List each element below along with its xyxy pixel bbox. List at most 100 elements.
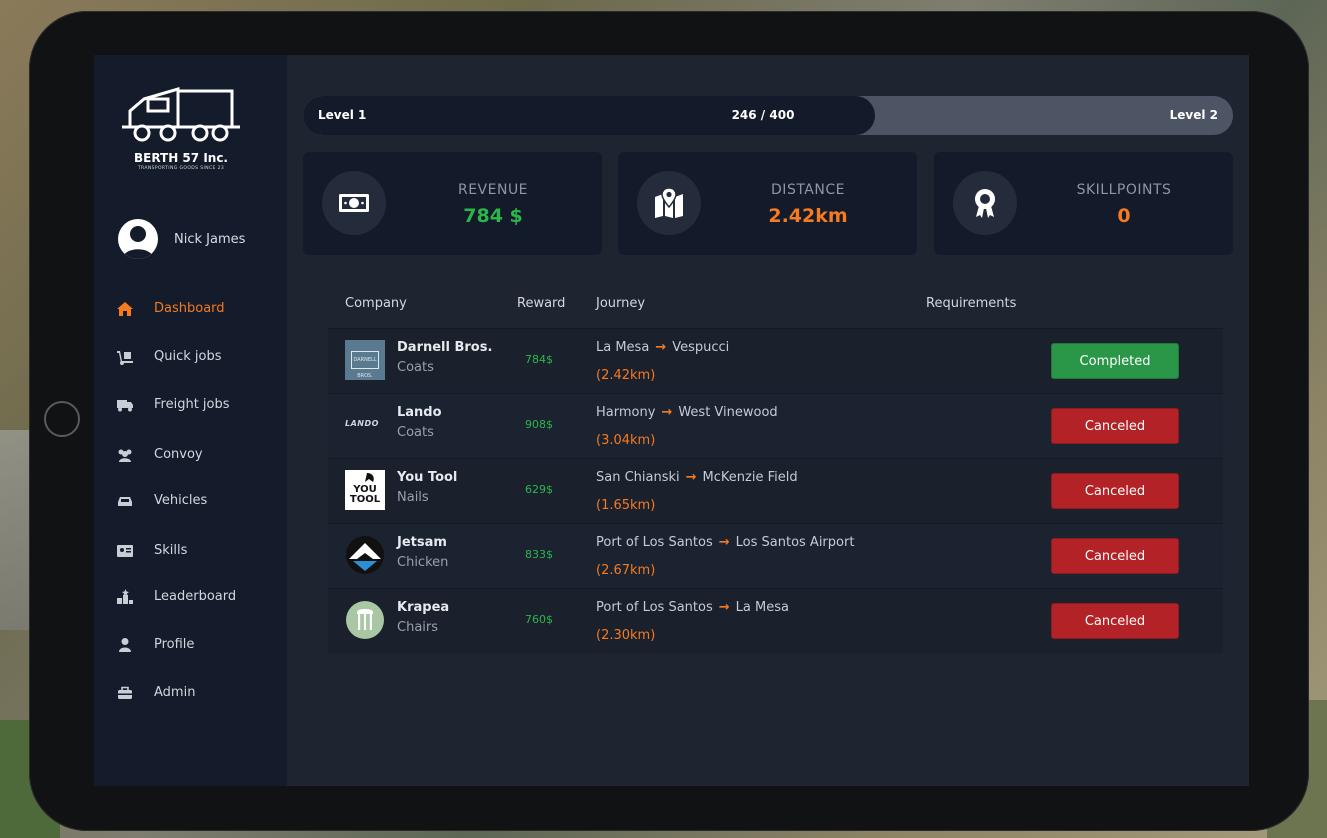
cargo-type: Nails xyxy=(397,490,429,505)
table-row: DARNELL BROS. Darnell Bros. Coats 784$ L… xyxy=(328,328,1223,393)
journey-distance: (2.67km) xyxy=(596,563,656,578)
cargo-type: Coats xyxy=(397,425,434,440)
column-header-requirements: Requirements xyxy=(926,296,1017,311)
arrow-right-icon: → xyxy=(718,600,730,615)
sidebar-item-admin[interactable]: Admin xyxy=(116,681,276,705)
sidebar-item-label: Admin xyxy=(154,685,196,700)
sidebar-item-label: Dashboard xyxy=(154,301,225,316)
arrow-right-icon: → xyxy=(661,405,673,420)
truck-icon xyxy=(117,400,133,412)
sidebar-item-label: Vehicles xyxy=(154,493,208,508)
map-icon xyxy=(655,187,683,218)
journey-from: Port of Los Santos xyxy=(596,600,713,615)
journey-route: La Mesa → Vespucci xyxy=(596,340,729,355)
status-canceled-button[interactable]: Canceled xyxy=(1051,538,1179,574)
journey-distance: (2.42km) xyxy=(596,368,656,383)
status-canceled-button[interactable]: Canceled xyxy=(1051,603,1179,639)
arrow-right-icon: → xyxy=(655,340,667,355)
company-name: Lando xyxy=(397,405,442,420)
sidebar-item-skills[interactable]: Skills xyxy=(116,539,276,563)
hand-truck-icon xyxy=(117,351,133,365)
reward-value: 784$ xyxy=(525,353,553,366)
cargo-type: Coats xyxy=(397,360,434,375)
table-row: Jetsam Chicken 833$ Port of Los Santos → L… xyxy=(328,523,1223,588)
money-icon xyxy=(339,194,369,212)
reward-value: 760$ xyxy=(525,613,553,626)
sidebar-item-vehicles[interactable]: Vehicles xyxy=(116,489,276,513)
cargo-type: Chairs xyxy=(397,620,439,635)
user-profile: Nick James xyxy=(118,219,278,259)
sidebar-item-leaderboard[interactable]: Leaderboard xyxy=(116,585,276,609)
journey-to: Vespucci xyxy=(672,340,730,355)
skillpoints-icon-circle xyxy=(953,171,1017,235)
journey-distance: (2.30km) xyxy=(596,628,656,643)
sidebar-item-label: Quick jobs xyxy=(154,349,222,364)
company-name: You Tool xyxy=(397,470,458,485)
level-progress-text: 246 / 400 xyxy=(731,108,795,122)
truck-logo-icon xyxy=(122,86,240,142)
column-header-company: Company xyxy=(345,296,407,311)
sidebar-item-freight-jobs[interactable]: Freight jobs xyxy=(116,393,276,417)
journey-route: Harmony → West Vinewood xyxy=(596,405,778,420)
skillpoints-card: SKILLPOINTS 0 xyxy=(934,152,1233,255)
tablet-home-button[interactable] xyxy=(44,401,80,437)
award-icon xyxy=(975,189,995,218)
status-canceled-button[interactable]: Canceled xyxy=(1051,408,1179,444)
jetsam-logo xyxy=(345,535,385,575)
distance-card: DISTANCE 2.42km xyxy=(618,152,917,255)
brand-name: BERTH 57 Inc. xyxy=(133,151,228,165)
table-row: Krapea Chairs 760$ Port of Los Santos → La… xyxy=(328,588,1223,653)
arrow-right-icon: → xyxy=(685,470,697,485)
sidebar-item-dashboard[interactable]: Dashboard xyxy=(116,297,276,321)
table-row: YOU TOOL You Tool Nails 629$ San Chiansk… xyxy=(328,458,1223,523)
next-level-label: Level 2 xyxy=(1169,108,1218,122)
column-header-reward: Reward xyxy=(517,296,566,311)
journey-from: Port of Los Santos xyxy=(596,535,713,550)
company-logo: BERTH 57 Inc. TRANSPORTING GOODS SINCE 2… xyxy=(116,85,246,173)
you-tool-logo: YOU TOOL xyxy=(345,470,385,510)
sidebar-item-label: Profile xyxy=(154,637,195,652)
tablet-frame: BERTH 57 Inc. TRANSPORTING GOODS SINCE 2… xyxy=(29,11,1309,831)
skillpoints-value: 0 xyxy=(1117,205,1131,227)
darnell-bros-logo: DARNELL BROS. xyxy=(345,340,385,380)
company-name: Krapea xyxy=(397,600,450,615)
status-completed-button[interactable]: Completed xyxy=(1051,343,1179,379)
journey-route: Port of Los Santos → La Mesa xyxy=(596,600,789,615)
distance-label: DISTANCE xyxy=(771,182,845,198)
tablet-screen: BERTH 57 Inc. TRANSPORTING GOODS SINCE 2… xyxy=(94,55,1249,786)
krapea-logo xyxy=(345,600,385,640)
main-content: Level 1 246 / 400 Level 2 REVENUE 784 $ xyxy=(303,55,1233,786)
level-progress-fill xyxy=(303,96,875,135)
id-card-icon xyxy=(117,545,133,557)
brand-tagline: TRANSPORTING GOODS SINCE 23 xyxy=(137,166,225,171)
journey-from: San Chianski xyxy=(596,470,680,485)
revenue-card: REVENUE 784 $ xyxy=(303,152,602,255)
reward-value: 908$ xyxy=(525,418,553,431)
sidebar-item-convoy[interactable]: Convoy xyxy=(116,443,276,467)
journey-from: Harmony xyxy=(596,405,656,420)
arrow-right-icon: → xyxy=(718,535,730,550)
jobs-table: Company Reward Journey Requirements DARN… xyxy=(328,288,1223,656)
sidebar-item-profile[interactable]: Profile xyxy=(116,633,276,657)
revenue-label: REVENUE xyxy=(457,182,529,198)
journey-route: San Chianski → McKenzie Field xyxy=(596,470,798,485)
company-name: Jetsam xyxy=(397,535,447,550)
journey-to: McKenzie Field xyxy=(702,470,798,485)
podium-icon xyxy=(117,589,133,604)
lando-logo: LANDO xyxy=(345,419,379,428)
reward-value: 629$ xyxy=(525,483,553,496)
distance-value: 2.42km xyxy=(768,205,848,227)
user-name: Nick James xyxy=(174,232,246,247)
sidebar: BERTH 57 Inc. TRANSPORTING GOODS SINCE 2… xyxy=(94,55,287,786)
company-name: Darnell Bros. xyxy=(397,340,493,355)
journey-from: La Mesa xyxy=(596,340,650,355)
journey-distance: (1.65km) xyxy=(596,498,656,513)
skillpoints-label: SKILLPOINTS xyxy=(1076,182,1172,198)
journey-distance: (3.04km) xyxy=(596,433,656,448)
level-progress-bar: Level 1 246 / 400 Level 2 xyxy=(303,96,1233,135)
home-icon xyxy=(117,302,133,316)
sidebar-item-quick-jobs[interactable]: Quick jobs xyxy=(116,345,276,369)
status-canceled-button[interactable]: Canceled xyxy=(1051,473,1179,509)
current-level-label: Level 1 xyxy=(318,108,367,122)
journey-route: Port of Los Santos → Los Santos Airport xyxy=(596,535,854,550)
